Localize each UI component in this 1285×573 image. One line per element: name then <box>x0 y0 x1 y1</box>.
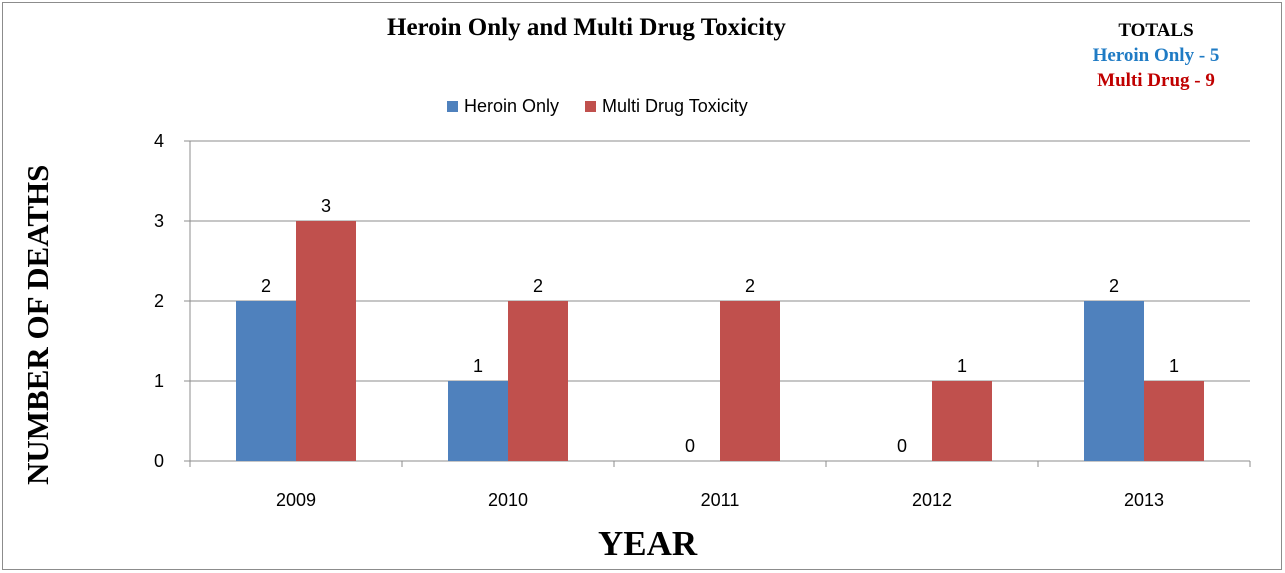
totals-multi: Multi Drug - 9 <box>1097 70 1215 91</box>
legend-item-heroin: Heroin Only <box>447 96 559 117</box>
y-tick-label: 1 <box>154 371 164 391</box>
data-label: 2 <box>1109 276 1119 296</box>
legend-item-multi: Multi Drug Toxicity <box>585 96 748 117</box>
y-tick-label: 3 <box>154 211 164 231</box>
totals-box: TOTALS Heroin Only - 5 Multi Drug - 9 <box>1066 18 1246 93</box>
legend-label-multi: Multi Drug Toxicity <box>602 96 748 116</box>
data-label: 1 <box>473 356 483 376</box>
x-tick-label: 2012 <box>912 490 952 510</box>
data-label: 3 <box>321 196 331 216</box>
data-label: 0 <box>685 436 695 456</box>
chart-legend: Heroin Only Multi Drug Toxicity <box>447 96 774 117</box>
bar-multi <box>296 221 356 461</box>
data-label: 1 <box>957 356 967 376</box>
bar-multi <box>932 381 992 461</box>
bar-multi <box>508 301 568 461</box>
legend-label-heroin: Heroin Only <box>464 96 560 116</box>
chart-title: Heroin Only and Multi Drug Toxicity <box>387 14 786 41</box>
data-label: 2 <box>261 276 271 296</box>
data-label: 2 <box>533 276 543 296</box>
x-tick-label: 2013 <box>1124 490 1164 510</box>
bar-multi <box>720 301 780 461</box>
data-label: 1 <box>1169 356 1179 376</box>
y-tick-label: 0 <box>154 451 164 471</box>
bar-heroin <box>448 381 508 461</box>
bar-heroin <box>236 301 296 461</box>
bar-multi <box>1144 381 1204 461</box>
x-tick-label: 2010 <box>488 490 528 510</box>
legend-swatch-multi <box>585 101 597 112</box>
data-label: 2 <box>745 276 755 296</box>
totals-heroin: Heroin Only - 5 <box>1092 45 1220 66</box>
x-tick-label: 2011 <box>701 490 740 510</box>
legend-swatch-heroin <box>447 101 458 112</box>
y-tick-label: 4 <box>154 131 164 151</box>
data-label: 0 <box>897 436 907 456</box>
x-axis-title: YEAR <box>598 524 698 563</box>
totals-heading: TOTALS <box>1118 20 1194 41</box>
x-tick-label: 2009 <box>276 490 316 510</box>
bar-heroin <box>1084 301 1144 461</box>
y-tick-label: 2 <box>154 291 164 311</box>
